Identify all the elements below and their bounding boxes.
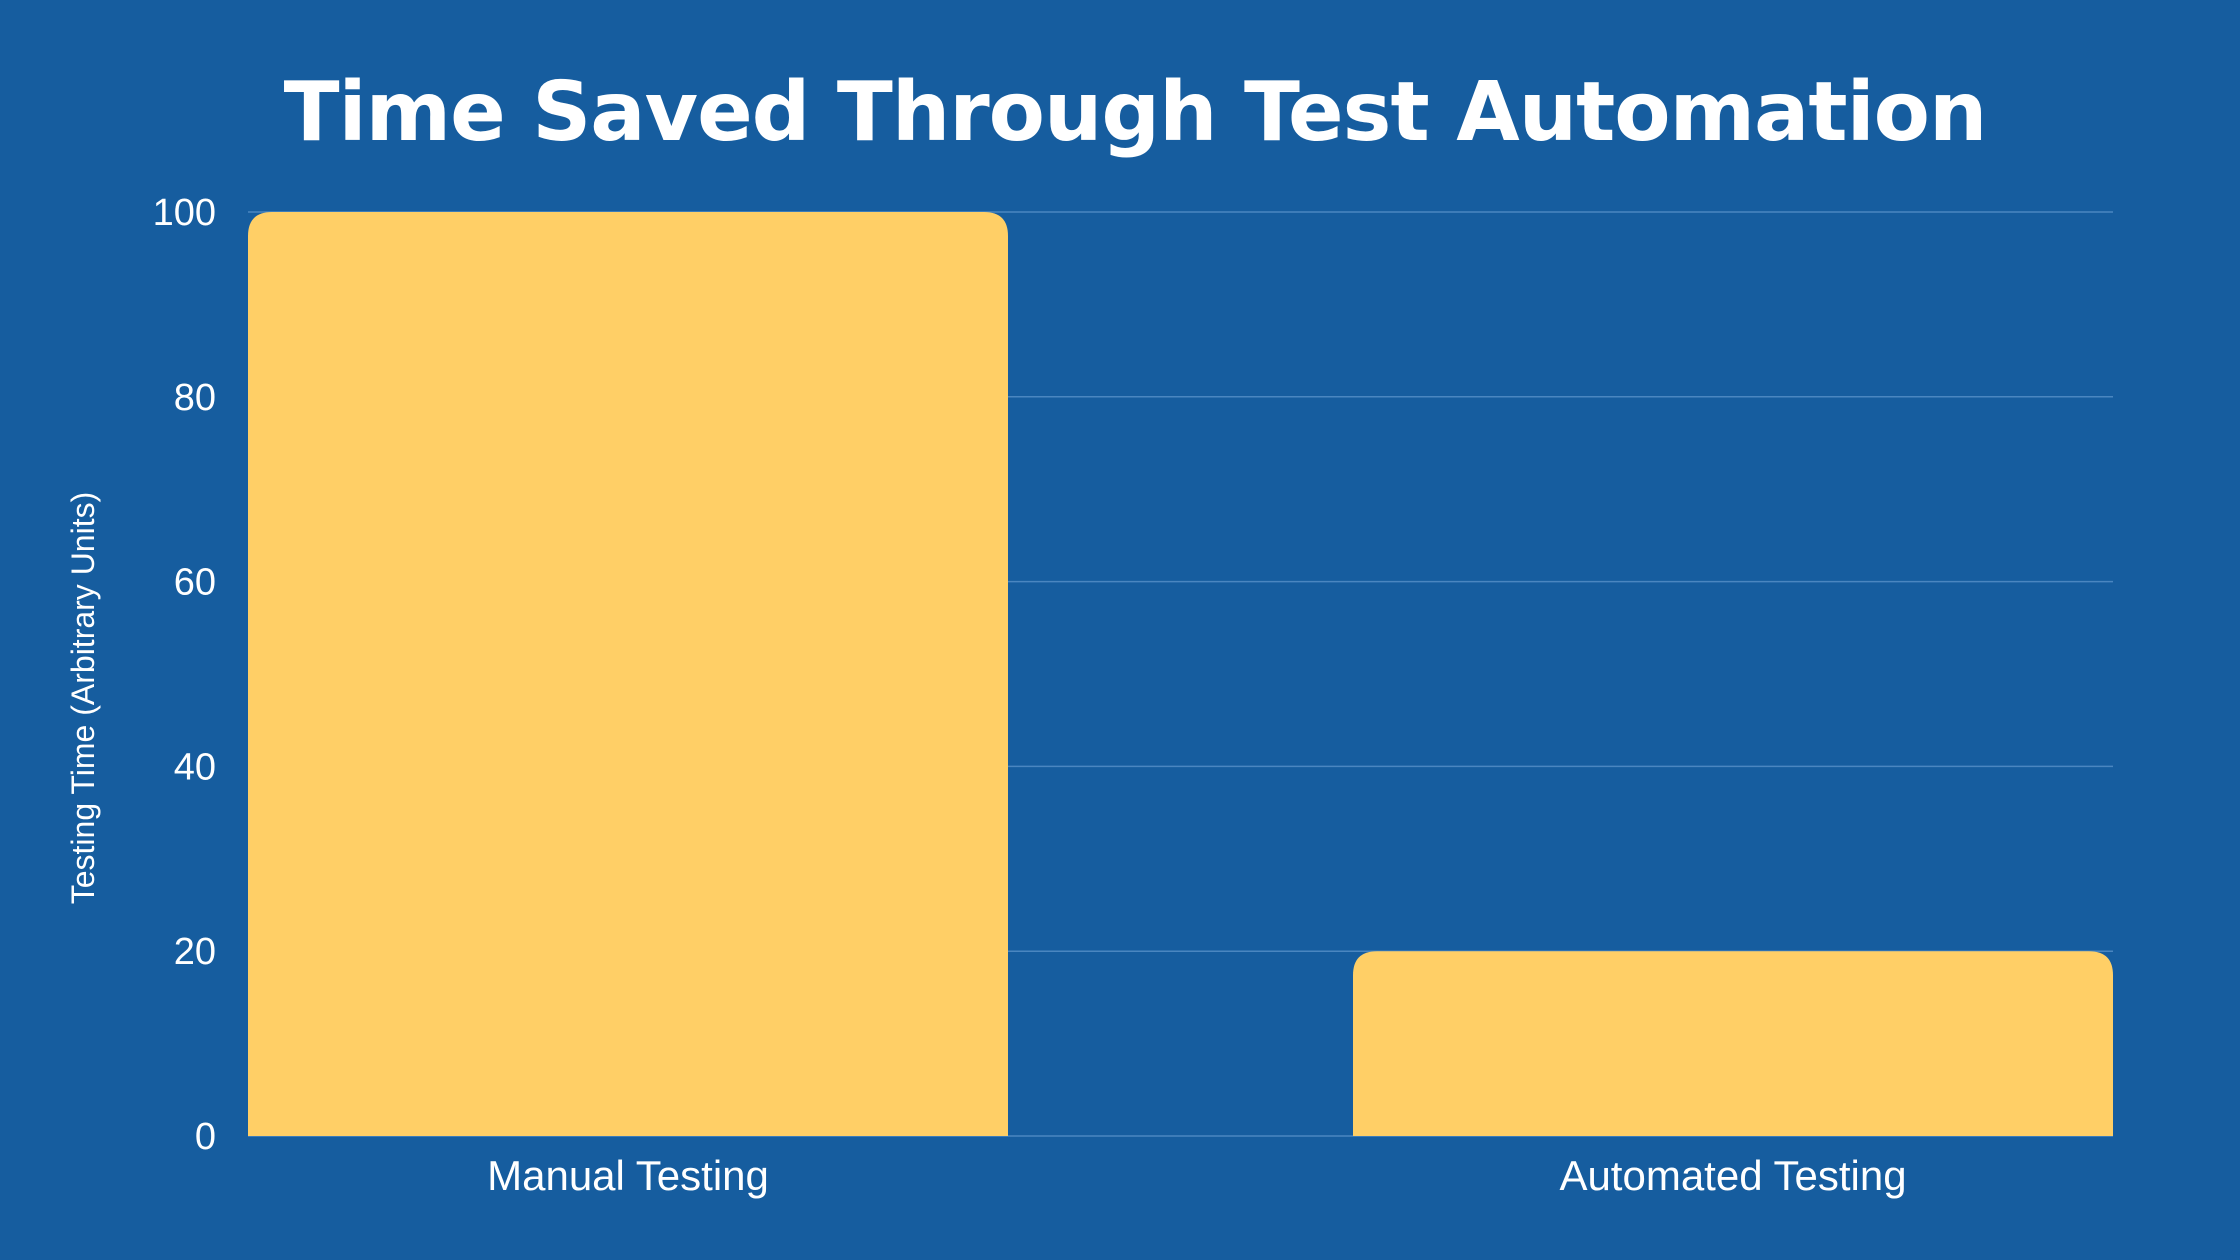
x-category-label-manual-testing: Manual Testing — [487, 1152, 769, 1199]
y-tick-label-80: 80 — [174, 377, 216, 419]
y-tick-label-60: 60 — [174, 562, 216, 604]
y-tick-label-40: 40 — [174, 746, 216, 788]
x-category-label-automated-testing: Automated Testing — [1559, 1152, 1906, 1199]
y-tick-label-20: 20 — [174, 931, 216, 973]
bar-manual-testing — [248, 212, 1008, 1136]
chart-title: Time Saved Through Test Automation — [284, 65, 1987, 160]
bar-automated-testing — [1353, 951, 2113, 1136]
y-tick-labels: 0 20 40 60 80 100 — [153, 192, 216, 1158]
x-category-labels: Manual Testing Automated Testing — [487, 1152, 1906, 1199]
y-tick-label-100: 100 — [153, 192, 216, 234]
y-axis-label: Testing Time (Arbitrary Units) — [65, 492, 101, 905]
y-tick-label-0: 0 — [195, 1116, 216, 1158]
bars — [248, 212, 2113, 1136]
